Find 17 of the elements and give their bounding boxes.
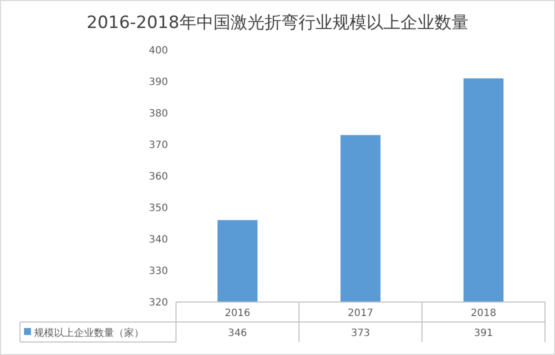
x-tick-label: 2016 <box>224 308 250 319</box>
data-label: 346 <box>228 328 248 339</box>
legend-label: 规模以上企业数量（家） <box>34 327 144 339</box>
y-tick-label: 370 <box>148 140 168 151</box>
chart-title: 2016-2018年中国激光折弯行业规模以上企业数量 <box>86 13 468 33</box>
y-tick-label: 380 <box>148 108 168 120</box>
y-tick-label: 360 <box>148 172 168 182</box>
data-label: 391 <box>474 328 494 339</box>
y-tick-label: 330 <box>148 266 168 277</box>
x-tick-label: 2018 <box>470 308 496 319</box>
y-tick-label: 400 <box>148 46 168 56</box>
y-tick-label: 390 <box>148 77 168 88</box>
x-tick-label: 2017 <box>348 308 374 319</box>
y-tick-label: 320 <box>148 298 168 308</box>
y-tick-label: 340 <box>148 234 168 246</box>
y-tick-label: 350 <box>148 203 168 214</box>
data-label: 373 <box>350 328 370 339</box>
